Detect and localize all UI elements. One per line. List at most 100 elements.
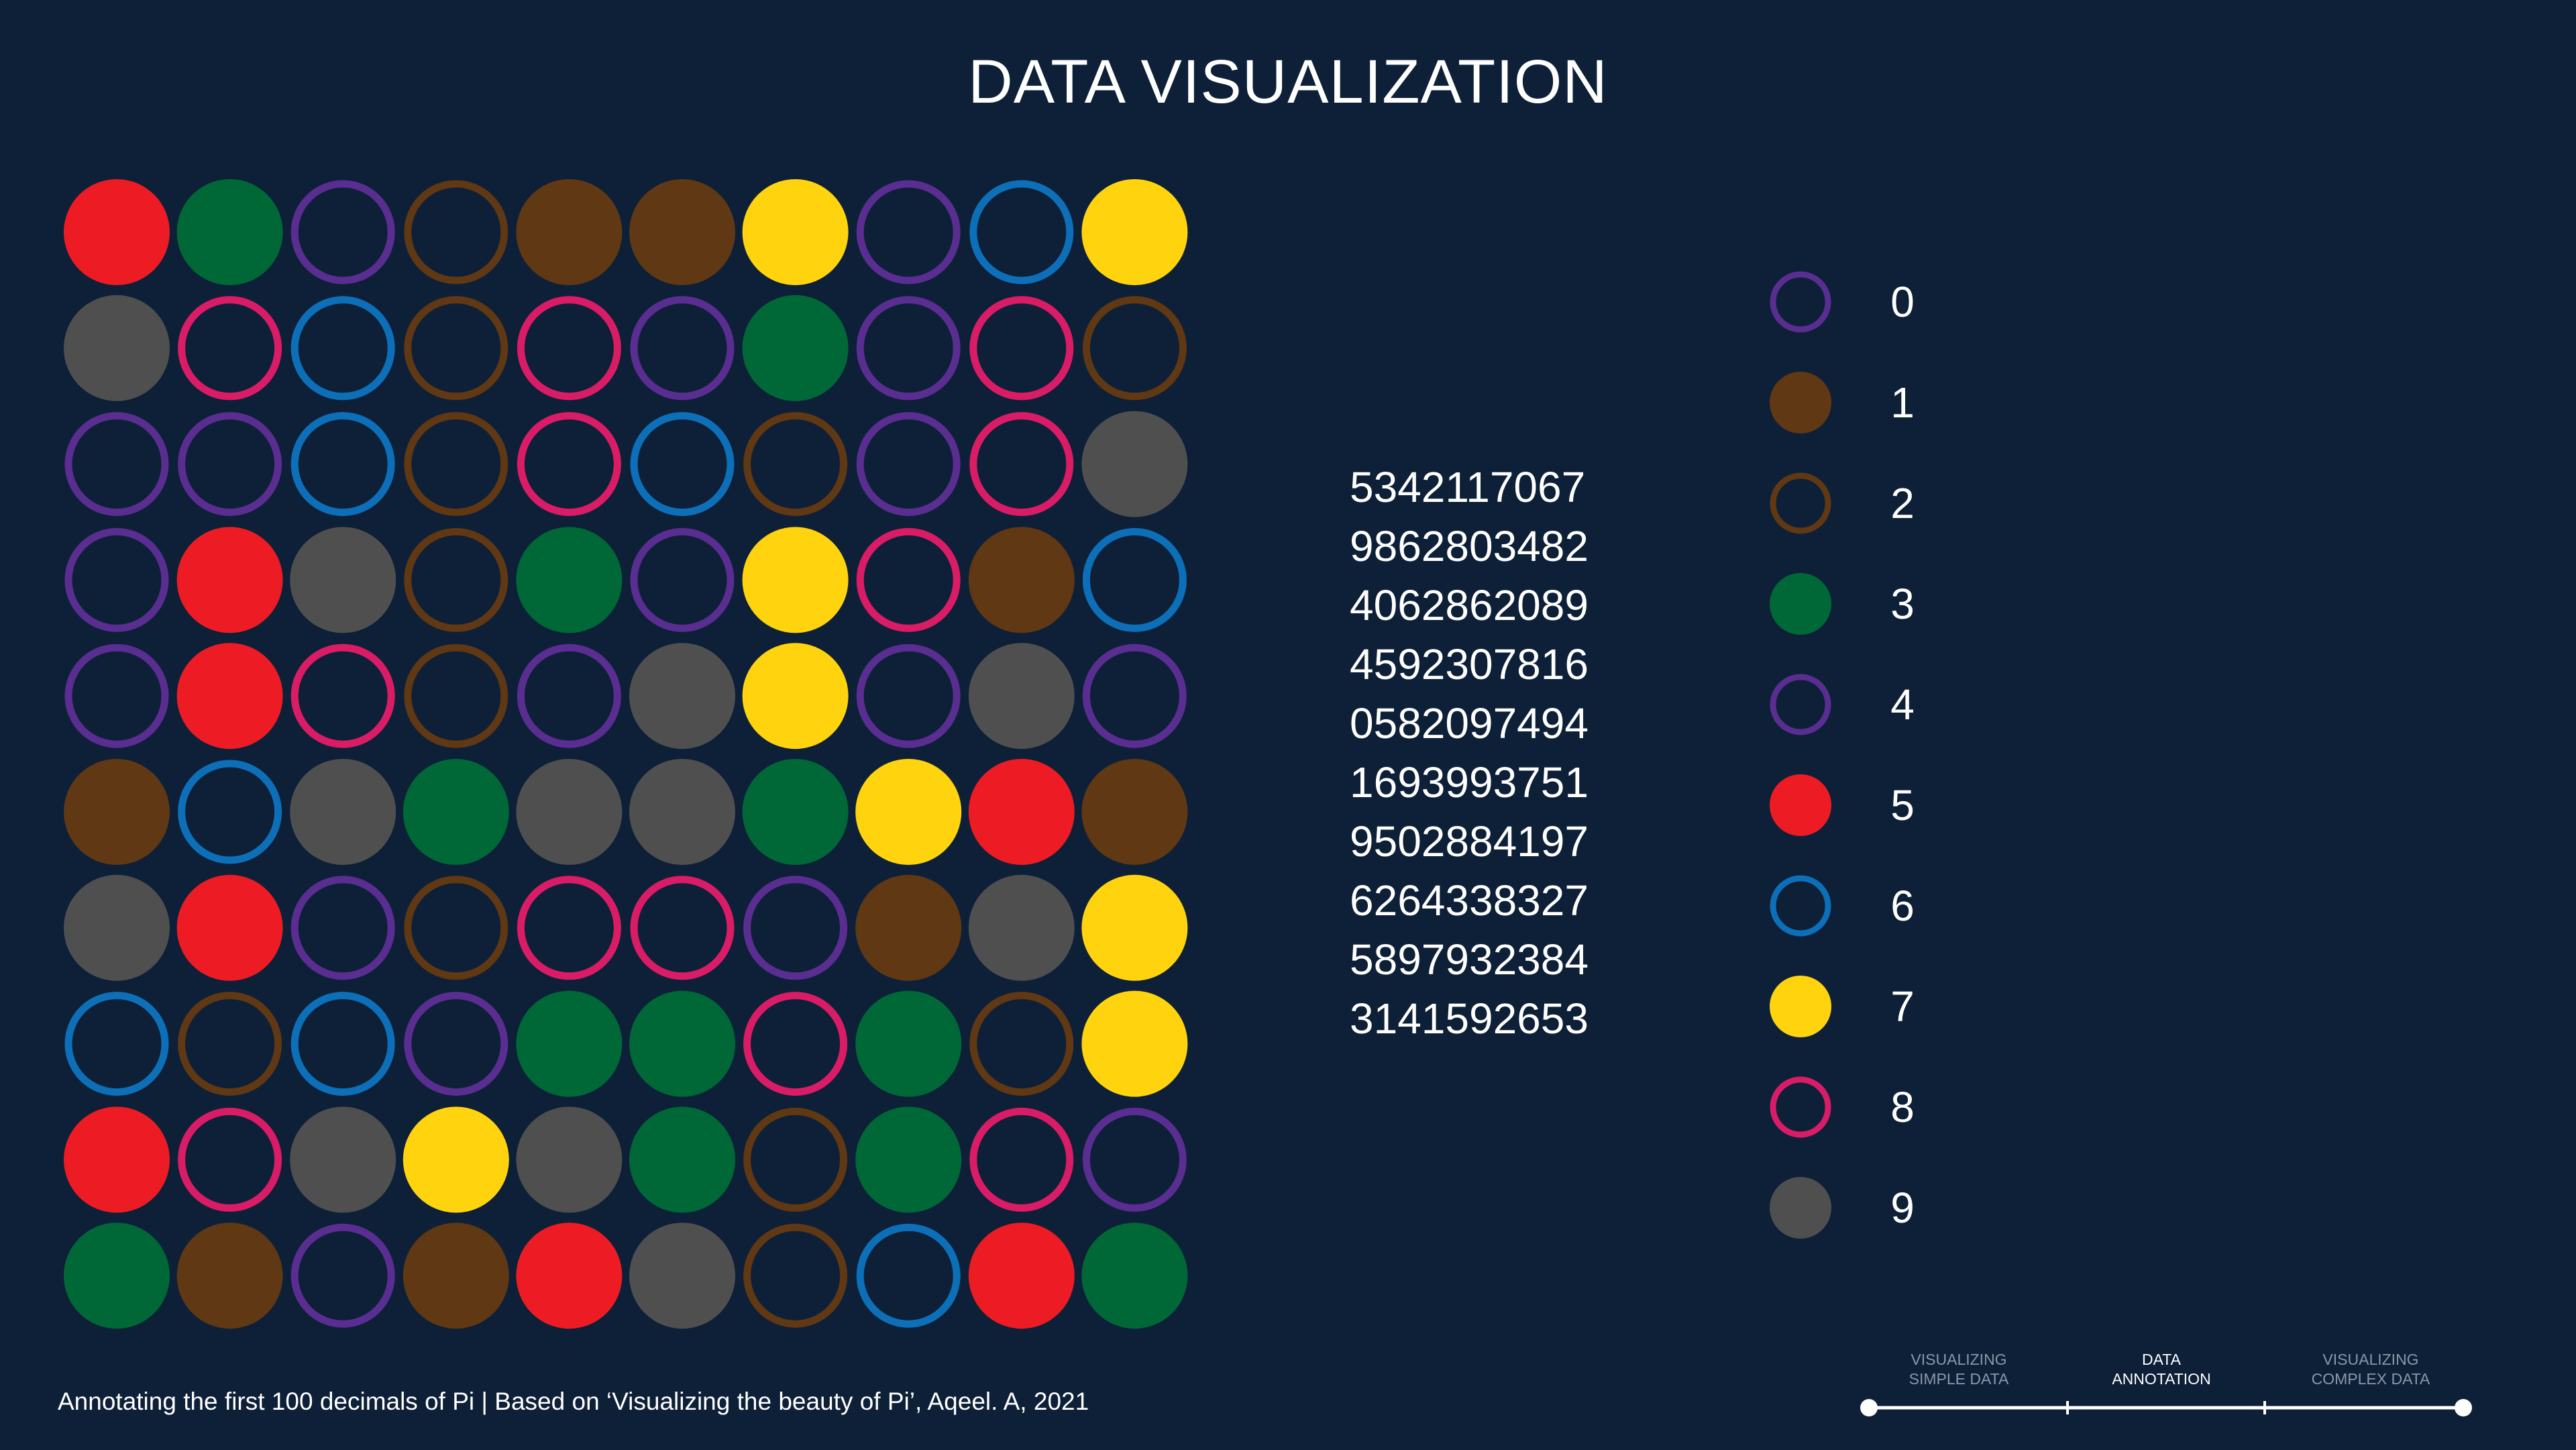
grid-circle-digit-3 — [742, 295, 849, 401]
grid-circle-digit-8 — [178, 1107, 282, 1212]
grid-circle-digit-1 — [855, 874, 962, 981]
grid-circle-digit-7 — [855, 759, 962, 865]
grid-circle-digit-7 — [742, 643, 849, 749]
circle-grid — [64, 179, 1188, 1329]
grid-circle-digit-1 — [629, 179, 735, 285]
legend-label: 6 — [1890, 882, 1915, 930]
grid-circle-digit-9 — [968, 874, 1075, 981]
grid-circle-digit-1 — [402, 1223, 509, 1329]
legend-label: 1 — [1890, 378, 1915, 427]
legend-label: 8 — [1890, 1083, 1915, 1131]
grid-circle-digit-1 — [64, 759, 170, 865]
grid-circle-digit-5 — [64, 179, 170, 285]
grid-circle-digit-2 — [178, 992, 282, 1096]
legend-label: 0 — [1890, 278, 1915, 326]
digit-row: 6264338327 — [1350, 876, 1589, 925]
timeline-start-dot — [1860, 1399, 1878, 1416]
grid-circle-digit-6 — [856, 1223, 961, 1328]
timeline-step-2[interactable]: DATA ANNOTATION — [2041, 1350, 2282, 1389]
grid-circle-digit-9 — [968, 643, 1075, 749]
timeline-step-3[interactable]: VISUALIZING COMPLEX DATA — [2250, 1350, 2491, 1389]
legend-swatch-8 — [1770, 1076, 1831, 1138]
grid-circle-digit-0 — [856, 412, 961, 517]
grid-circle-digit-8 — [178, 296, 282, 401]
grid-circle-digit-2 — [1082, 296, 1187, 401]
grid-circle-digit-0 — [290, 876, 395, 980]
grid-circle-digit-5 — [516, 1223, 623, 1329]
grid-circle-digit-8 — [969, 1107, 1074, 1212]
digit-row: 4062862089 — [1350, 581, 1589, 629]
grid-circle-digit-5 — [968, 1223, 1075, 1329]
grid-circle-digit-3 — [402, 759, 509, 865]
timeline-step-line1: VISUALIZING — [2322, 1351, 2419, 1368]
grid-circle-digit-2 — [404, 296, 508, 401]
grid-circle-digit-2 — [743, 1223, 848, 1328]
legend-label: 5 — [1890, 781, 1915, 829]
grid-circle-digit-0 — [630, 296, 735, 401]
grid-circle-digit-4 — [1082, 643, 1187, 748]
grid-circle-digit-6 — [64, 992, 169, 1096]
digit-row: 0582097494 — [1350, 699, 1589, 747]
grid-circle-digit-3 — [176, 179, 283, 285]
legend-swatch-1 — [1770, 372, 1831, 433]
grid-circle-digit-1 — [1081, 759, 1188, 865]
timeline-step-line2: SIMPLE DATA — [1909, 1370, 2009, 1388]
timeline-step-line1: DATA — [2142, 1351, 2181, 1368]
grid-circle-digit-3 — [742, 759, 849, 865]
grid-circle-digit-5 — [64, 1106, 170, 1213]
grid-circle-digit-3 — [516, 527, 623, 633]
grid-circle-digit-7 — [742, 179, 849, 285]
grid-circle-digit-0 — [517, 643, 621, 748]
grid-circle-digit-8 — [969, 296, 1074, 401]
grid-circle-digit-3 — [1081, 1223, 1188, 1329]
grid-circle-digit-0 — [856, 180, 961, 284]
grid-circle-digit-8 — [517, 876, 621, 980]
grid-circle-digit-8 — [630, 876, 735, 980]
grid-circle-digit-4 — [1082, 1107, 1187, 1212]
grid-circle-digit-2 — [404, 412, 508, 517]
grid-circle-digit-8 — [517, 412, 621, 517]
digit-row: 9862803482 — [1350, 522, 1589, 570]
grid-circle-digit-0 — [630, 527, 735, 632]
legend-swatch-4 — [1770, 674, 1831, 735]
digit-row: 4592307816 — [1350, 640, 1589, 688]
timeline-step-line2: ANNOTATION — [2112, 1370, 2211, 1388]
grid-circle-digit-2 — [743, 412, 848, 517]
grid-circle-digit-4 — [290, 180, 395, 284]
grid-circle-digit-9 — [64, 874, 170, 981]
grid-circle-digit-6 — [290, 992, 395, 1096]
legend-swatch-7 — [1770, 976, 1831, 1037]
grid-circle-digit-7 — [1081, 874, 1188, 981]
digit-row: 1693993751 — [1350, 758, 1589, 807]
grid-circle-digit-5 — [176, 527, 283, 633]
legend-label: 2 — [1890, 479, 1915, 527]
grid-circle-digit-6 — [290, 296, 395, 401]
grid-circle-digit-3 — [516, 990, 623, 1097]
timeline-end-dot — [2455, 1399, 2472, 1416]
grid-circle-digit-0 — [178, 412, 282, 517]
digit-row: 5342117067 — [1350, 463, 1586, 511]
grid-circle-digit-1 — [968, 527, 1075, 633]
grid-circle-digit-6 — [290, 412, 395, 517]
legend-label: 4 — [1890, 680, 1915, 729]
timeline — [1860, 1399, 2472, 1416]
timeline-step-1[interactable]: VISUALIZING SIMPLE DATA — [1838, 1350, 2080, 1389]
legend-swatch-2 — [1770, 472, 1831, 534]
grid-circle-digit-7 — [1081, 990, 1188, 1097]
grid-circle-digit-4 — [743, 876, 848, 980]
legend: 0 1 2 3 4 5 6 7 8 9 — [1770, 271, 1915, 1239]
grid-circle-digit-2 — [743, 1107, 848, 1212]
grid-circle-digit-8 — [290, 643, 395, 748]
grid-circle-digit-7 — [402, 1106, 509, 1213]
legend-label: 9 — [1890, 1184, 1915, 1232]
timeline-step-line2: COMPLEX DATA — [2311, 1370, 2430, 1388]
grid-circle-digit-6 — [969, 180, 1074, 284]
grid-circle-digit-2 — [404, 643, 508, 748]
grid-circle-digit-9 — [290, 1106, 396, 1213]
grid-circle-digit-6 — [178, 760, 282, 864]
grid-circle-digit-9 — [629, 759, 735, 865]
caption: Annotating the first 100 decimals of Pi … — [58, 1388, 1089, 1415]
grid-circle-digit-5 — [176, 874, 283, 981]
grid-circle-digit-9 — [629, 1223, 735, 1329]
